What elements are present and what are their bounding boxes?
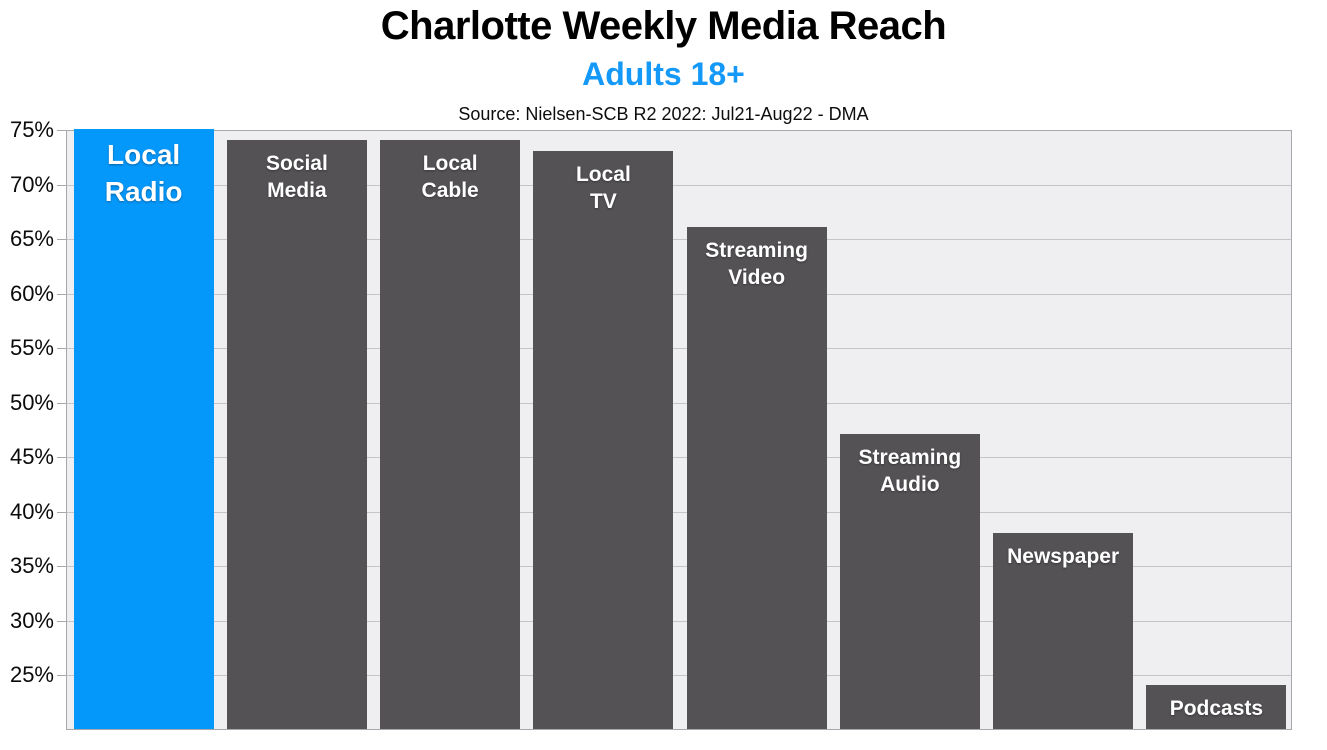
y-axis-label-45: 45%	[9, 444, 54, 470]
y-tick-55	[57, 348, 66, 350]
bar-label-streaming-audio: Streaming Audio	[858, 446, 962, 497]
y-tick-70	[57, 184, 66, 186]
bar-podcasts: Podcasts	[1146, 685, 1287, 729]
y-tick-40	[57, 511, 66, 513]
y-axis-label-65: 65%	[9, 226, 54, 252]
gridline-45	[67, 457, 1291, 459]
y-axis-label-40: 40%	[9, 498, 54, 524]
gridline-50	[67, 402, 1291, 404]
y-axis-label-70: 70%	[9, 171, 54, 197]
bar-local-radio: Local Radio	[73, 129, 214, 729]
y-tick-65	[57, 239, 66, 241]
y-tick-60	[57, 293, 66, 295]
chart-subtitle: Adults 18+	[582, 56, 745, 92]
bar-label-podcasts: Podcasts	[1169, 697, 1264, 721]
y-axis-label-25: 25%	[9, 662, 54, 688]
y-tick-45	[57, 457, 66, 459]
y-axis-label-50: 50%	[9, 389, 54, 415]
chart-source-note: Source: Nielsen-SCB R2 2022: Jul21-Aug22…	[458, 104, 869, 124]
bar-local-cable: Local Cable	[380, 139, 521, 729]
y-tick-25	[57, 675, 66, 677]
bar-local-tv: Local TV	[533, 150, 674, 729]
gridline-55	[67, 348, 1291, 350]
plot-area: Local Radio Social Media Local Cable Local TV St…	[66, 129, 1292, 730]
bar-streaming-audio: Streaming Audio	[839, 434, 980, 729]
y-axis-label-35: 35%	[9, 553, 54, 579]
bar-streaming-video: Streaming Video	[686, 227, 827, 729]
gridline-65	[67, 239, 1291, 241]
gridline-60	[67, 293, 1291, 295]
y-tick-35	[57, 566, 66, 568]
y-axis: 75% 70% 65% 60% 55% 50% 45% 40% 35% 30% 25%	[0, 117, 54, 730]
gridline-35	[67, 566, 1291, 568]
gridline-25	[67, 675, 1291, 677]
y-axis-label-55: 55%	[9, 335, 54, 361]
bar-label-social-media: Social Media	[265, 151, 328, 202]
bar-label-local-cable: Local Cable	[421, 151, 479, 202]
gridline-70	[67, 184, 1291, 186]
bar-label-local-tv: Local TV	[575, 162, 631, 213]
y-tick-75	[57, 130, 66, 131]
y-tick-30	[57, 620, 66, 622]
y-axis-label-60: 60%	[9, 280, 54, 306]
y-tick-50	[57, 402, 66, 404]
bar-label-local-radio: Local Radio	[104, 139, 183, 207]
y-axis-label-75: 75%	[9, 117, 54, 142]
bar-newspaper: Newspaper	[993, 532, 1134, 729]
bar-social-media: Social Media	[226, 139, 367, 729]
gridline-30	[67, 620, 1291, 622]
gridline-40	[67, 511, 1291, 513]
bar-label-streaming-video: Streaming Video	[705, 239, 808, 290]
chart-title: Charlotte Weekly Media Reach	[380, 4, 947, 48]
y-axis-label-30: 30%	[9, 607, 54, 633]
bar-label-newspaper: Newspaper	[1007, 544, 1120, 568]
